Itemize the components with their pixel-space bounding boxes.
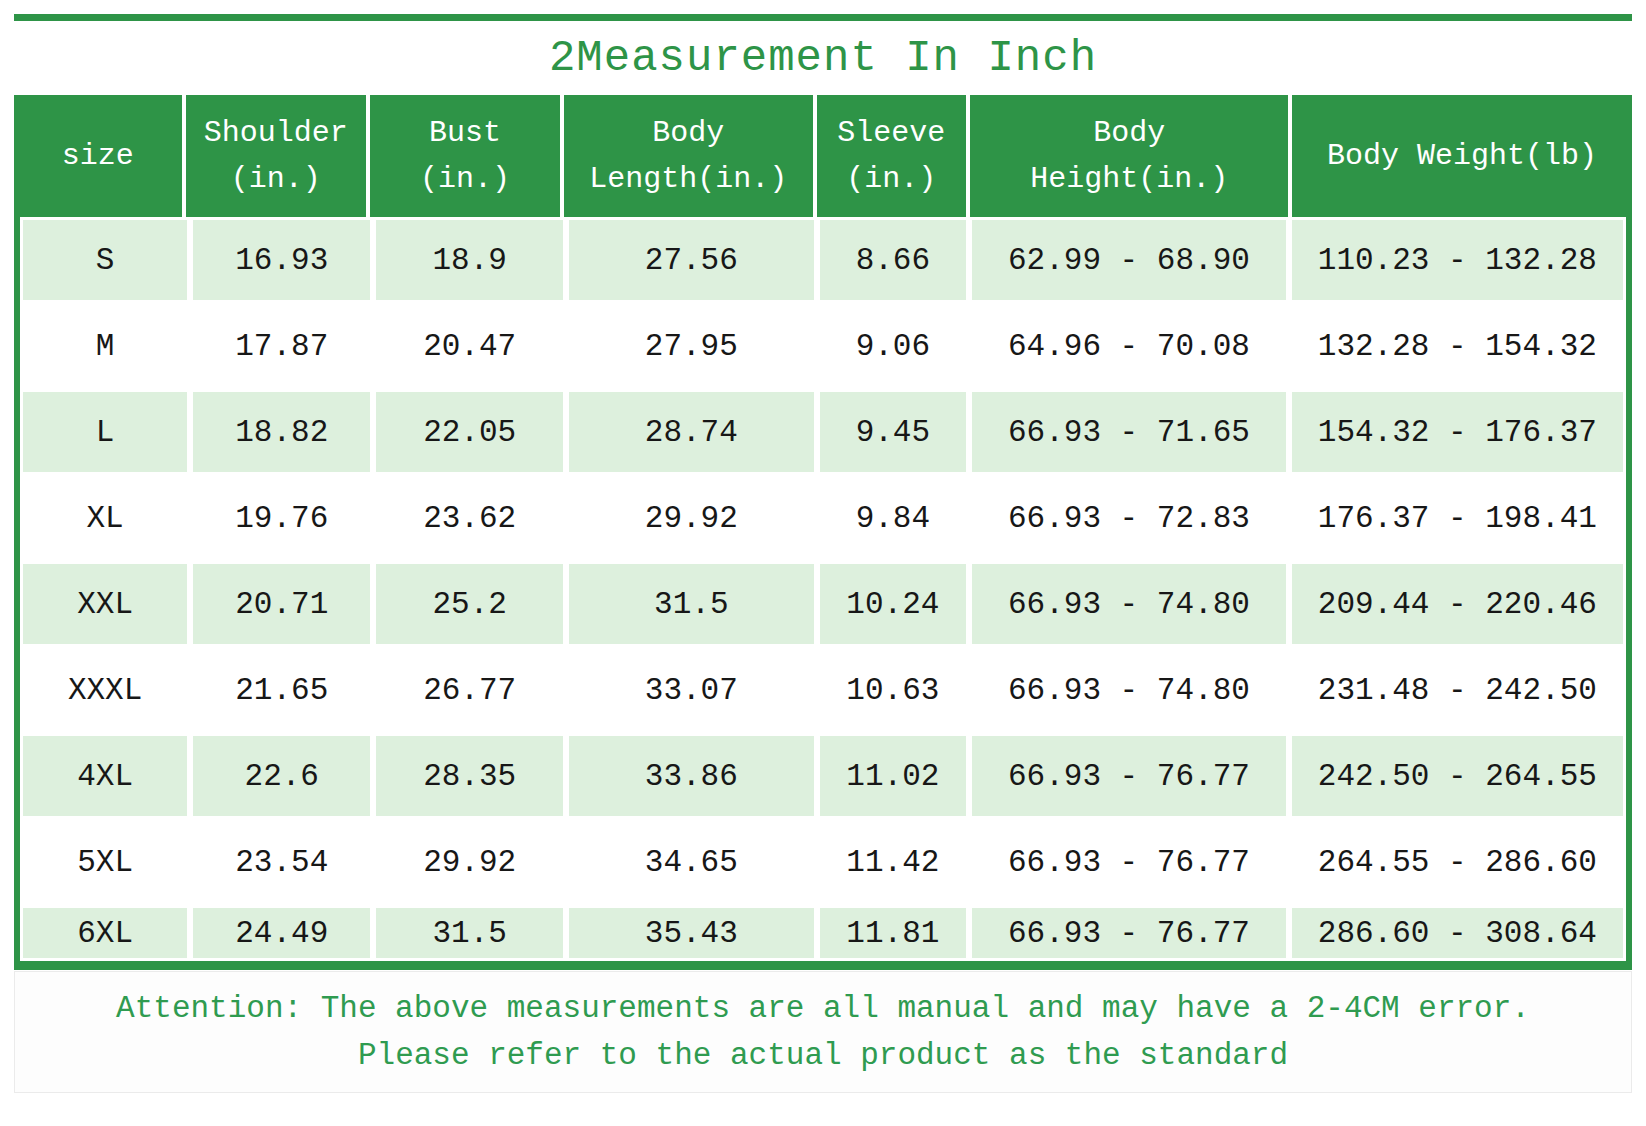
- cell-shoulder: 24.49: [190, 905, 373, 961]
- cell-body-height: 66.93 - 76.77: [969, 733, 1289, 819]
- cell-body-height: 66.93 - 76.77: [969, 905, 1289, 961]
- cell-size: 4XL: [20, 733, 190, 819]
- cell-body-height: 66.93 - 71.65: [969, 389, 1289, 475]
- cell-body-weight: 176.37 - 198.41: [1289, 475, 1626, 561]
- cell-body-weight: 132.28 - 154.32: [1289, 303, 1626, 389]
- cell-bust: 23.62: [373, 475, 566, 561]
- cell-shoulder: 16.93: [190, 217, 373, 303]
- page-title: 2Measurement In Inch: [549, 33, 1097, 83]
- cell-sleeve: 11.02: [817, 733, 970, 819]
- cell-body-length: 27.56: [566, 217, 817, 303]
- cell-size: XL: [20, 475, 190, 561]
- attention-note-line-1: Attention: The above measurements are al…: [116, 991, 1530, 1026]
- column-header-shoulder: Shoulder (in.): [186, 95, 370, 217]
- cell-body-length: 27.95: [566, 303, 817, 389]
- table-row-4xl: 4XL 22.6 28.35 33.86 11.02 66.93 - 76.77…: [20, 733, 1626, 819]
- table-row-6xl: 6XL 24.49 31.5 35.43 11.81 66.93 - 76.77…: [20, 905, 1626, 961]
- cell-body-height: 66.93 - 74.80: [969, 561, 1289, 647]
- cell-size: 6XL: [20, 905, 190, 961]
- size-table: size Shoulder (in.) Bust (in.) Body Leng…: [14, 95, 1632, 970]
- cell-shoulder: 17.87: [190, 303, 373, 389]
- cell-body-length: 35.43: [566, 905, 817, 961]
- cell-body-length: 33.86: [566, 733, 817, 819]
- table-row-5xl: 5XL 23.54 29.92 34.65 11.42 66.93 - 76.7…: [20, 819, 1626, 905]
- cell-bust: 18.9: [373, 217, 566, 303]
- cell-bust: 20.47: [373, 303, 566, 389]
- table-row-xl: XL 19.76 23.62 29.92 9.84 66.93 - 72.83 …: [20, 475, 1626, 561]
- table-row-xxxl: XXXL 21.65 26.77 33.07 10.63 66.93 - 74.…: [20, 647, 1626, 733]
- cell-body-weight: 264.55 - 286.60: [1289, 819, 1626, 905]
- cell-bust: 22.05: [373, 389, 566, 475]
- cell-sleeve: 10.63: [817, 647, 970, 733]
- cell-body-weight: 231.48 - 242.50: [1289, 647, 1626, 733]
- column-header-bust: Bust (in.): [370, 95, 564, 217]
- top-divider-bar: [14, 14, 1632, 21]
- table-row-s: S 16.93 18.9 27.56 8.66 62.99 - 68.90 11…: [20, 217, 1626, 303]
- cell-body-length: 31.5: [566, 561, 817, 647]
- cell-bust: 26.77: [373, 647, 566, 733]
- cell-body-length: 33.07: [566, 647, 817, 733]
- table-row-l: L 18.82 22.05 28.74 9.45 66.93 - 71.65 1…: [20, 389, 1626, 475]
- cell-body-weight: 209.44 - 220.46: [1289, 561, 1626, 647]
- cell-shoulder: 19.76: [190, 475, 373, 561]
- cell-size: XXXL: [20, 647, 190, 733]
- cell-sleeve: 9.06: [817, 303, 970, 389]
- cell-bust: 31.5: [373, 905, 566, 961]
- cell-bust: 25.2: [373, 561, 566, 647]
- cell-shoulder: 23.54: [190, 819, 373, 905]
- cell-size: M: [20, 303, 190, 389]
- column-header-body-length: Body Length(in.): [564, 95, 816, 217]
- cell-body-height: 64.96 - 70.08: [969, 303, 1289, 389]
- cell-shoulder: 18.82: [190, 389, 373, 475]
- table-row-xxl: XXL 20.71 25.2 31.5 10.24 66.93 - 74.80 …: [20, 561, 1626, 647]
- cell-body-height: 66.93 - 74.80: [969, 647, 1289, 733]
- cell-sleeve: 8.66: [817, 217, 970, 303]
- column-header-sleeve: Sleeve (in.): [817, 95, 971, 217]
- size-chart-page: 2Measurement In Inch size Shoulder (in.)…: [0, 0, 1646, 1126]
- table-row-m: M 17.87 20.47 27.95 9.06 64.96 - 70.08 1…: [20, 303, 1626, 389]
- cell-bust: 28.35: [373, 733, 566, 819]
- title-band: 2Measurement In Inch: [14, 21, 1632, 95]
- cell-body-weight: 242.50 - 264.55: [1289, 733, 1626, 819]
- cell-shoulder: 20.71: [190, 561, 373, 647]
- cell-size: 5XL: [20, 819, 190, 905]
- cell-body-height: 66.93 - 72.83: [969, 475, 1289, 561]
- cell-body-length: 29.92: [566, 475, 817, 561]
- cell-size: L: [20, 389, 190, 475]
- cell-body-weight: 154.32 - 176.37: [1289, 389, 1626, 475]
- table-header-row: size Shoulder (in.) Bust (in.) Body Leng…: [14, 95, 1632, 217]
- cell-sleeve: 11.81: [817, 905, 970, 961]
- cell-body-height: 62.99 - 68.90: [969, 217, 1289, 303]
- cell-body-length: 28.74: [566, 389, 817, 475]
- cell-shoulder: 21.65: [190, 647, 373, 733]
- attention-note-line-2: Please refer to the actual product as th…: [358, 1038, 1288, 1073]
- table-body: S 16.93 18.9 27.56 8.66 62.99 - 68.90 11…: [14, 217, 1632, 961]
- cell-sleeve: 9.84: [817, 475, 970, 561]
- cell-bust: 29.92: [373, 819, 566, 905]
- column-header-body-weight: Body Weight(lb): [1292, 95, 1632, 217]
- attention-note: Attention: The above measurements are al…: [14, 971, 1632, 1093]
- cell-shoulder: 22.6: [190, 733, 373, 819]
- cell-sleeve: 11.42: [817, 819, 970, 905]
- cell-body-weight: 110.23 - 132.28: [1289, 217, 1626, 303]
- table-bottom-border-bar: [14, 961, 1632, 970]
- cell-body-weight: 286.60 - 308.64: [1289, 905, 1626, 961]
- column-header-size: size: [14, 95, 186, 217]
- cell-sleeve: 10.24: [817, 561, 970, 647]
- cell-body-height: 66.93 - 76.77: [969, 819, 1289, 905]
- cell-sleeve: 9.45: [817, 389, 970, 475]
- cell-size: XXL: [20, 561, 190, 647]
- cell-body-length: 34.65: [566, 819, 817, 905]
- cell-size: S: [20, 217, 190, 303]
- column-header-body-height: Body Height(in.): [970, 95, 1292, 217]
